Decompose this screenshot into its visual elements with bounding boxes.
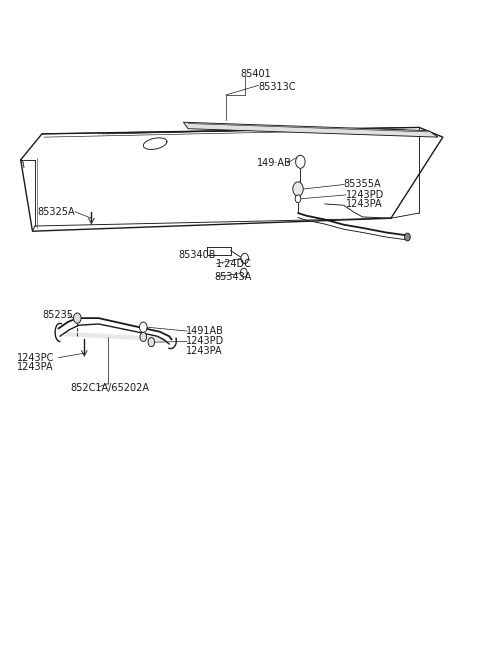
Text: 1491AB: 1491AB: [186, 326, 224, 336]
Polygon shape: [73, 313, 81, 323]
Text: 85325A: 85325A: [37, 207, 75, 217]
Polygon shape: [405, 233, 410, 241]
Polygon shape: [183, 122, 438, 137]
Text: 1243PC: 1243PC: [17, 353, 55, 363]
Polygon shape: [296, 155, 305, 168]
Text: 1243PA: 1243PA: [186, 346, 222, 356]
Text: 1243PA: 1243PA: [346, 199, 383, 209]
Polygon shape: [293, 182, 303, 196]
Polygon shape: [140, 332, 146, 342]
Polygon shape: [241, 253, 249, 263]
Text: 85401: 85401: [240, 68, 271, 79]
Polygon shape: [240, 268, 247, 277]
Text: 1·24DC: 1·24DC: [216, 259, 252, 269]
Polygon shape: [148, 338, 155, 347]
Text: 85343A: 85343A: [214, 271, 252, 282]
Polygon shape: [63, 332, 167, 342]
Polygon shape: [140, 322, 147, 332]
Text: 85355A: 85355A: [344, 179, 382, 189]
Text: 1243PD: 1243PD: [186, 336, 224, 346]
Text: 85235: 85235: [42, 310, 73, 320]
Text: 85340B: 85340B: [179, 250, 216, 260]
Polygon shape: [295, 195, 301, 202]
Text: 149·AB: 149·AB: [256, 158, 291, 168]
Text: 1243PD: 1243PD: [346, 190, 384, 200]
Text: 1243PA: 1243PA: [17, 363, 54, 373]
Text: 852C1A/65202A: 852C1A/65202A: [70, 383, 149, 393]
Text: 85313C: 85313C: [259, 81, 296, 91]
